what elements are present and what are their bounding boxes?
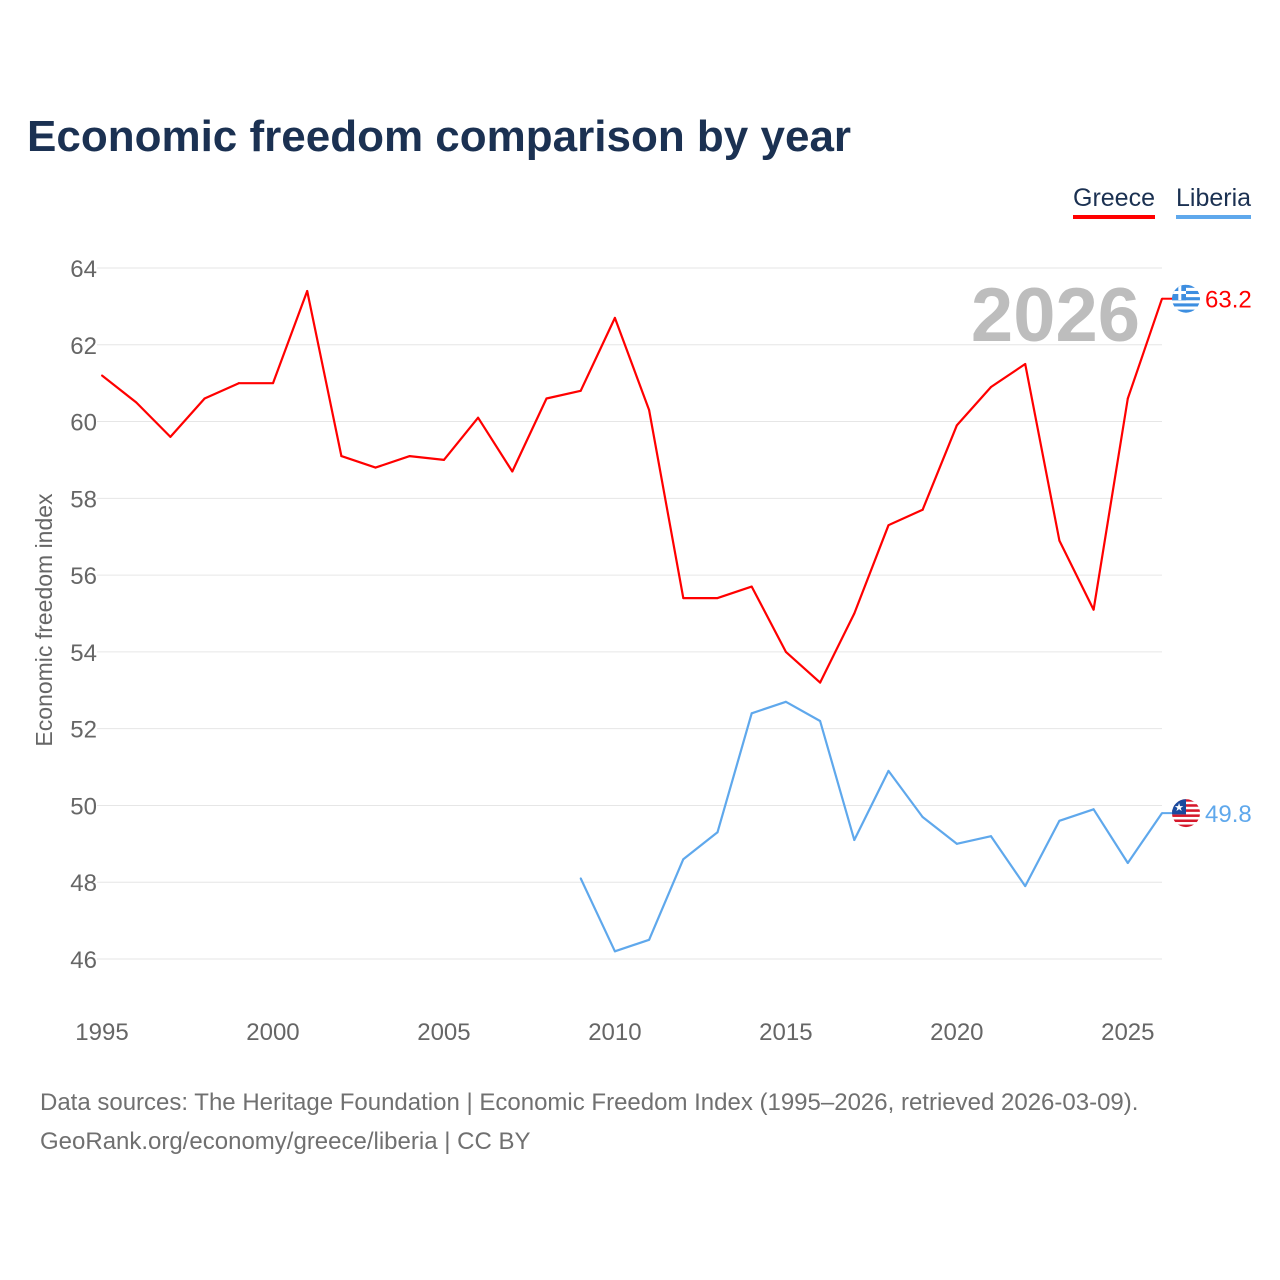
end-value-label-greece: 63.2 <box>1205 287 1252 314</box>
data-point-greece <box>990 386 993 389</box>
data-point-greece <box>135 401 138 404</box>
footer-sources: Data sources: The Heritage Foundation | … <box>40 1089 1139 1116</box>
data-point-liberia <box>1092 808 1095 811</box>
y-tick-label: 64 <box>70 256 97 283</box>
data-point-greece <box>1024 362 1027 365</box>
y-tick-label: 60 <box>70 410 97 437</box>
y-tick-label: 50 <box>70 793 97 820</box>
y-tick-label: 62 <box>70 333 97 360</box>
data-point-greece <box>511 470 514 473</box>
data-point-liberia <box>990 835 993 838</box>
data-point-liberia <box>1024 885 1027 888</box>
liberia-flag-icon: ★ <box>1172 799 1200 828</box>
legend-greece[interactable]: Greece <box>1073 184 1155 219</box>
x-tick-label: 2025 <box>1101 1019 1154 1046</box>
data-point-liberia <box>1058 819 1061 822</box>
y-tick-label: 48 <box>70 870 97 897</box>
year-watermark: 2026 <box>971 273 1140 358</box>
data-point-greece <box>237 382 240 385</box>
x-tick-label: 2020 <box>930 1019 983 1046</box>
x-tick-label: 2000 <box>246 1019 299 1046</box>
series-line-liberia <box>579 700 1163 953</box>
data-point-greece <box>648 409 651 412</box>
svg-text:★: ★ <box>1174 802 1184 814</box>
data-point-liberia <box>921 815 924 818</box>
data-point-liberia <box>648 938 651 941</box>
data-point-greece <box>203 397 206 400</box>
data-point-greece <box>613 316 616 319</box>
data-point-liberia <box>579 877 582 880</box>
chart-title: Economic freedom comparison by year <box>27 112 852 161</box>
data-point-greece <box>819 681 822 684</box>
data-point-greece <box>955 424 958 427</box>
data-point-greece <box>169 435 172 438</box>
data-point-greece <box>853 612 856 615</box>
end-value-label-liberia: 49.8 <box>1205 801 1252 828</box>
series-line-greece <box>101 289 1164 684</box>
greece-flag-icon <box>1172 284 1200 313</box>
y-axis-label: Economic freedom index <box>31 493 57 747</box>
x-tick-label: 2015 <box>759 1019 812 1046</box>
data-point-greece <box>784 650 787 653</box>
data-point-liberia <box>784 700 787 703</box>
x-tick-label: 1995 <box>75 1019 128 1046</box>
data-point-greece <box>442 458 445 461</box>
data-point-greece <box>306 290 309 293</box>
data-point-greece <box>887 524 890 527</box>
footer-credit: GeoRank.org/economy/greece/liberia | CC … <box>40 1128 531 1155</box>
y-tick-label: 56 <box>70 563 97 590</box>
data-point-greece <box>271 382 274 385</box>
data-point-greece <box>1092 608 1095 611</box>
data-point-greece <box>716 597 719 600</box>
data-point-greece <box>101 374 103 377</box>
data-point-liberia <box>819 719 822 722</box>
data-point-liberia <box>750 712 753 715</box>
data-point-greece <box>1126 397 1129 400</box>
data-point-greece <box>579 389 582 392</box>
data-point-greece <box>408 455 411 458</box>
data-point-liberia <box>887 769 890 772</box>
data-point-greece <box>921 508 924 511</box>
data-point-greece <box>477 416 480 419</box>
legend-liberia[interactable]: Liberia <box>1176 184 1252 219</box>
y-tick-label: 54 <box>70 640 97 667</box>
data-point-greece <box>1058 539 1061 542</box>
data-point-liberia <box>955 842 958 845</box>
data-point-greece <box>374 466 377 469</box>
data-point-liberia <box>613 950 616 953</box>
y-tick-label: 58 <box>70 486 97 513</box>
x-tick-label: 2005 <box>417 1019 470 1046</box>
data-point-greece <box>682 597 685 600</box>
y-tick-label: 52 <box>70 717 97 744</box>
data-point-greece <box>545 397 548 400</box>
data-point-greece <box>750 585 753 588</box>
data-point-liberia <box>1126 862 1129 865</box>
data-point-liberia <box>682 858 685 861</box>
data-point-greece <box>340 455 343 458</box>
y-tick-label: 46 <box>70 947 97 974</box>
data-point-liberia <box>853 838 856 841</box>
x-tick-label: 2010 <box>588 1019 641 1046</box>
data-point-liberia <box>716 831 719 834</box>
